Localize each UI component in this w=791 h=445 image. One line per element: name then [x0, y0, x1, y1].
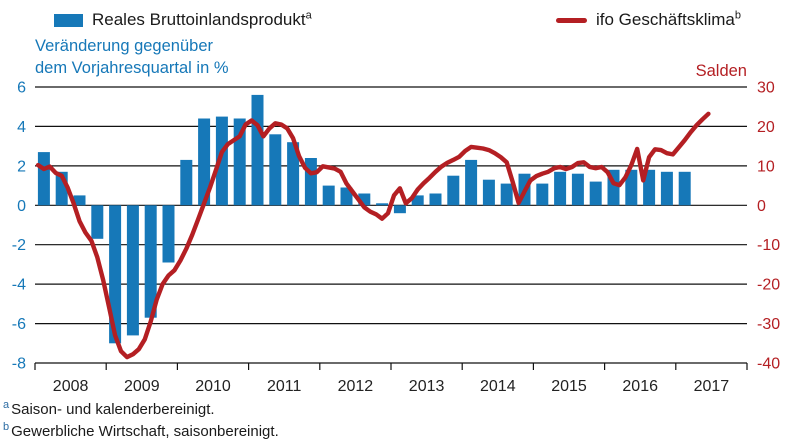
gdp-bar	[269, 134, 282, 206]
year-label: 2016	[622, 378, 658, 395]
left-axis-title-line1: Veränderung gegenüber	[35, 37, 213, 55]
ifo-line-swatch-icon	[556, 17, 587, 23]
year-label: 2017	[694, 378, 730, 395]
right-axis-tick-label: 30	[757, 80, 775, 97]
gdp-bars-group	[37, 94, 691, 344]
footnote-b: b Gewerbliche Wirtschaft, saisonbereinigt…	[3, 420, 279, 440]
gdp-bar	[447, 175, 460, 206]
gdp-bar	[429, 193, 442, 206]
left-axis-tick-label: 6	[17, 80, 26, 97]
year-label: 2009	[124, 378, 160, 395]
legend-item-gdp: Reales Bruttoinlandsprodukta	[54, 10, 312, 30]
gdp-bar	[304, 158, 317, 206]
legend-item-ifo: ifo Geschäftsklimab	[556, 10, 741, 30]
legend: Reales Bruttoinlandsprodukta ifo Geschäf…	[0, 10, 791, 36]
year-label: 2011	[267, 378, 302, 395]
right-axis-tick-label: -40	[757, 356, 780, 373]
gdp-bar	[144, 205, 157, 318]
gdp-bar	[37, 152, 50, 206]
gdp-bar	[126, 205, 139, 336]
left-axis-title-line2: dem Vorjahresquartal in %	[35, 58, 229, 77]
gdp-bar	[660, 171, 673, 206]
year-label: 2015	[551, 378, 587, 395]
gdp-bar	[500, 183, 513, 206]
gdp-bar	[376, 203, 389, 206]
year-label: 2008	[53, 378, 89, 395]
gdp-bar	[91, 205, 104, 239]
right-axis-tick-label: -30	[757, 316, 780, 333]
year-label: 2014	[480, 378, 516, 395]
gdp-bar	[571, 173, 584, 206]
ifo-line	[35, 111, 711, 360]
gdp-bar	[215, 116, 228, 206]
gdp-bar	[482, 179, 495, 206]
gdp-bar	[411, 195, 424, 206]
gdp-legend-label: Reales Bruttoinlandsprodukta	[92, 9, 312, 29]
gdp-bar	[198, 118, 211, 206]
year-label: 2012	[338, 378, 374, 395]
gdp-bar	[678, 171, 691, 206]
right-axis-tick-label: -20	[757, 277, 780, 294]
gdp-footnote-marker: a	[305, 9, 312, 22]
gdp-bar	[625, 169, 638, 206]
right-axis-tick-label: -10	[757, 237, 780, 254]
right-axis-tick-label: 20	[757, 119, 775, 136]
gdp-bar	[55, 171, 68, 206]
gdp-bar	[251, 94, 264, 206]
right-axis-tick-label: 10	[757, 158, 775, 175]
ifo-footnote-marker: b	[734, 9, 742, 22]
left-axis-tick-label: -2	[12, 237, 26, 254]
gdp-bar	[322, 185, 335, 206]
gdp-bar	[465, 159, 478, 206]
left-axis-tick-label: 2	[17, 158, 26, 175]
gdp-bar	[643, 169, 656, 206]
left-axis-title: Veränderung gegenüber dem Vorjahresquart…	[35, 36, 229, 80]
gdp-bar-swatch-icon	[54, 13, 83, 27]
gdp-bar	[536, 183, 549, 206]
gdp-bar	[162, 205, 175, 263]
footnotes: a Saison- und kalenderbereinigt. b Gewerbl…	[3, 399, 279, 443]
right-axis-tick-label: 0	[757, 198, 766, 215]
gdp-bar	[358, 193, 371, 206]
footnote-a: a Saison- und kalenderbereinigt.	[3, 399, 215, 419]
gdp-bar	[393, 205, 406, 214]
left-axis-tick-label: 0	[17, 198, 26, 215]
gdp-bar	[589, 181, 602, 206]
left-axis-tick-label: -4	[12, 277, 26, 294]
left-axis-tick-label: -8	[12, 356, 26, 373]
gdp-bar	[180, 159, 193, 206]
right-axis-title: Salden	[695, 62, 747, 80]
left-axis-tick-label: 4	[17, 119, 26, 136]
gdp-bar	[287, 142, 300, 206]
gdp-bar	[109, 205, 122, 344]
year-label: 2010	[195, 378, 231, 395]
gdp-bar	[73, 195, 86, 206]
year-label: 2013	[409, 378, 445, 395]
ifo-legend-label: ifo Geschäftsklimab	[596, 9, 742, 29]
gdp-bar	[340, 187, 353, 206]
gdp-bar	[554, 171, 567, 206]
left-axis-tick-label: -6	[12, 316, 26, 333]
